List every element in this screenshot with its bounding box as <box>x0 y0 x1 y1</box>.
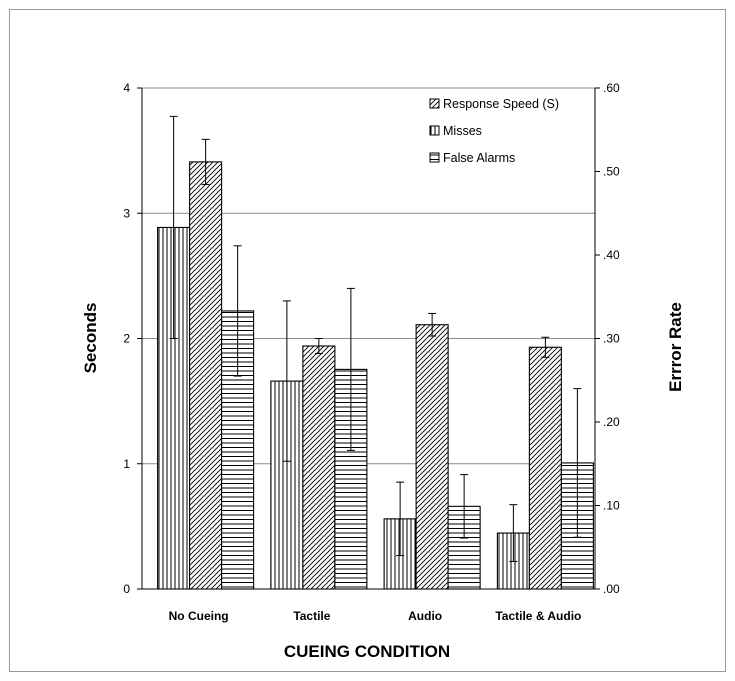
legend-swatch <box>429 152 440 163</box>
tick-label-left: 3 <box>123 206 130 220</box>
category-label: Tactile <box>293 609 330 623</box>
tick-label-left: 0 <box>123 582 130 596</box>
bar-diagonal <box>189 161 223 590</box>
legend-swatch <box>429 125 440 136</box>
category-label: No Cueing <box>169 609 229 623</box>
tick-label-right: .00 <box>603 582 620 596</box>
y-axis-title-right: Errror Rate <box>666 302 685 392</box>
legend: Response Speed (S) Misses False Alarms <box>429 97 559 165</box>
bar-diagonal <box>528 346 562 590</box>
bar-diagonal <box>415 324 449 590</box>
axes <box>137 87 600 590</box>
tick-label-right: .10 <box>603 499 620 513</box>
bars <box>157 115 594 590</box>
tick-label-right: .50 <box>603 165 620 179</box>
figure-frame: 0 1 2 3 4 .00 .10 .20 .30 .40 .50 .60 No Cueing Tacti… <box>9 9 726 672</box>
tick-label-left: 1 <box>123 457 130 471</box>
tick-labels: 0 1 2 3 4 .00 .10 .20 .30 .40 .50 .60 No Cueing Tacti… <box>123 81 620 623</box>
tick-label-right: .40 <box>603 248 620 262</box>
x-axis-title: CUEING CONDITION <box>284 642 450 661</box>
tick-label-right: .60 <box>603 81 620 95</box>
legend-label: Misses <box>443 124 482 138</box>
tick-label-right: .30 <box>603 332 620 346</box>
category-label: Tactile & Audio <box>495 609 581 623</box>
bar-diagonal <box>302 345 336 590</box>
y-axis-title-left: Seconds <box>81 303 100 374</box>
category-label: Audio <box>408 609 442 623</box>
legend-label: False Alarms <box>443 151 515 165</box>
legend-label: Response Speed (S) <box>443 97 559 111</box>
legend-swatch <box>429 98 440 109</box>
chart: 0 1 2 3 4 .00 .10 .20 .30 .40 .50 .60 No Cueing Tacti… <box>81 81 685 661</box>
tick-label-left: 4 <box>123 81 130 95</box>
tick-label-left: 2 <box>123 332 130 346</box>
tick-label-right: .20 <box>603 415 620 429</box>
